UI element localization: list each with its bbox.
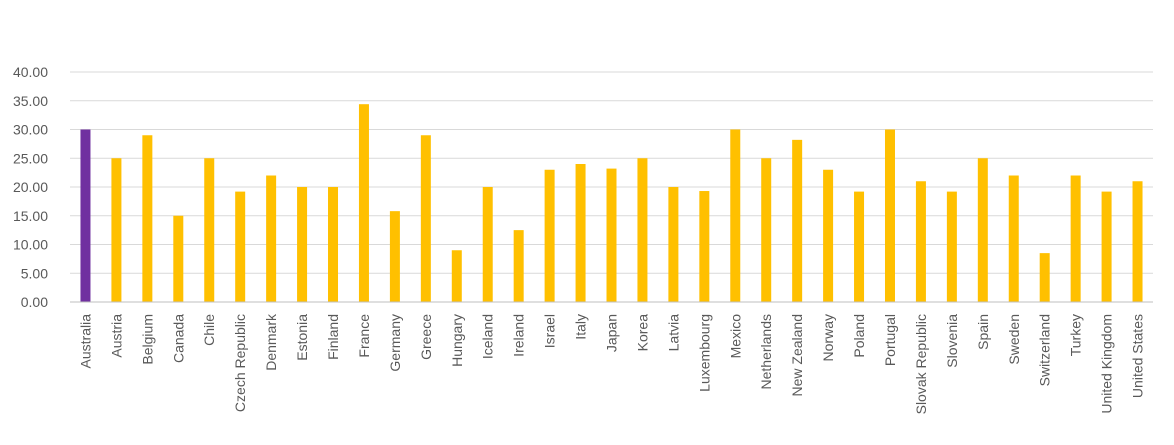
x-tick-label: Australia xyxy=(77,314,93,369)
bar-latvia xyxy=(668,187,679,302)
x-tick-label: Austria xyxy=(108,314,124,358)
bar-switzerland xyxy=(1039,253,1050,302)
y-tick-label: 30.00 xyxy=(13,122,48,138)
bar-estonia xyxy=(297,187,308,302)
x-tick-label: United States xyxy=(1130,314,1146,398)
x-tick-label: Portugal xyxy=(882,314,898,366)
x-tick-label: Denmark xyxy=(263,313,279,371)
bar-korea xyxy=(637,158,648,302)
y-tick-label: 10.00 xyxy=(13,237,48,253)
bar-chile xyxy=(204,158,215,302)
x-tick-label: Norway xyxy=(820,314,836,361)
bar-turkey xyxy=(1070,175,1081,302)
bar-israel xyxy=(544,169,555,302)
x-axis-tick-labels: Australia Austria Belgium Canada Chile Czech … xyxy=(77,313,1145,414)
bar-australia xyxy=(80,129,91,302)
bar-united-states xyxy=(1132,181,1143,302)
x-tick-label: Germany xyxy=(387,314,403,372)
x-tick-label: Estonia xyxy=(294,314,310,361)
bar-austria xyxy=(111,158,122,302)
bar-hungary xyxy=(451,250,462,302)
x-tick-label: Greece xyxy=(418,314,434,360)
x-tick-label: Italy xyxy=(573,314,589,340)
bar-germany xyxy=(389,211,400,302)
bar-portugal xyxy=(884,129,895,302)
x-tick-label: Netherlands xyxy=(758,314,774,390)
x-tick-label: Canada xyxy=(170,314,186,363)
x-tick-label: Korea xyxy=(634,314,650,352)
x-tick-label: France xyxy=(356,314,372,358)
bar-norway xyxy=(823,169,834,302)
y-tick-label: 5.00 xyxy=(21,265,48,281)
x-tick-label: Finland xyxy=(325,314,341,360)
bars xyxy=(80,104,1143,302)
x-tick-label: Czech Republic xyxy=(232,314,248,412)
bar-poland xyxy=(854,191,865,302)
bar-denmark xyxy=(266,175,277,302)
bar-canada xyxy=(173,215,184,302)
x-tick-label: Hungary xyxy=(449,314,465,367)
bar-italy xyxy=(575,164,586,302)
bar-netherlands xyxy=(761,158,772,302)
y-tick-label: 25.00 xyxy=(13,150,48,166)
y-tick-label: 40.00 xyxy=(13,64,48,80)
bar-czech-republic xyxy=(235,191,246,302)
bar-greece xyxy=(420,135,431,302)
x-tick-label: Luxembourg xyxy=(696,314,712,392)
bar-japan xyxy=(606,168,617,302)
bar-france xyxy=(358,104,369,302)
x-tick-label: Israel xyxy=(542,314,558,348)
x-tick-label: Slovak Republic xyxy=(913,314,929,414)
x-tick-label: Turkey xyxy=(1068,314,1084,356)
bar-united-kingdom xyxy=(1101,191,1112,302)
bar-spain xyxy=(977,158,988,302)
x-tick-label: Ireland xyxy=(511,314,527,357)
x-tick-label: Slovenia xyxy=(944,314,960,368)
bar-luxembourg xyxy=(699,191,710,302)
bar-ireland xyxy=(513,230,524,302)
x-tick-label: Japan xyxy=(604,314,620,352)
x-tick-label: Mexico xyxy=(727,314,743,359)
x-tick-label: United Kingdom xyxy=(1099,314,1115,414)
y-tick-label: 15.00 xyxy=(13,208,48,224)
x-tick-label: Poland xyxy=(851,314,867,358)
bar-new-zealand xyxy=(792,139,803,302)
x-tick-label: Switzerland xyxy=(1037,314,1053,386)
bar-slovenia xyxy=(946,191,957,302)
x-tick-label: New Zealand xyxy=(789,314,805,397)
y-axis-tick-labels: 0.00 5.00 10.00 15.00 20.00 25.00 30.00 35.00 40… xyxy=(13,64,48,310)
bar-slovak-republic xyxy=(915,181,926,302)
x-tick-label: Iceland xyxy=(480,314,496,359)
x-tick-label: Chile xyxy=(201,314,217,346)
bar-mexico xyxy=(730,129,741,302)
x-tick-label: Sweden xyxy=(1006,314,1022,365)
x-tick-label: Latvia xyxy=(665,314,681,352)
x-tick-label: Belgium xyxy=(139,314,155,365)
bar-iceland xyxy=(482,187,493,302)
bar-finland xyxy=(328,187,339,302)
y-tick-label: 20.00 xyxy=(13,179,48,195)
y-tick-label: 0.00 xyxy=(21,294,48,310)
x-tick-label: Spain xyxy=(975,314,991,350)
bar-belgium xyxy=(142,135,153,302)
bar-sweden xyxy=(1008,175,1019,302)
y-tick-label: 35.00 xyxy=(13,93,48,109)
